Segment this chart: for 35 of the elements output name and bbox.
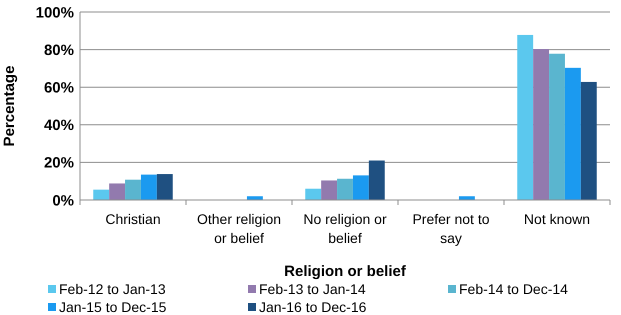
bar bbox=[564, 68, 581, 200]
bar bbox=[140, 174, 157, 200]
legend-label: Feb-12 to Jan-13 bbox=[59, 280, 166, 297]
y-tick-label: 60% bbox=[44, 79, 74, 96]
y-tick-label: 100% bbox=[36, 4, 74, 22]
legend-label: Jan-16 to Dec-16 bbox=[259, 298, 367, 315]
bar bbox=[246, 196, 263, 200]
bar bbox=[580, 82, 597, 200]
legend-label: Feb-14 to Dec-14 bbox=[459, 280, 568, 297]
bar bbox=[109, 183, 126, 200]
legend-label: Jan-15 to Dec-15 bbox=[59, 298, 167, 315]
y-tick-label: 80% bbox=[44, 42, 74, 59]
bar bbox=[368, 160, 385, 200]
bar bbox=[517, 34, 534, 200]
bar bbox=[352, 175, 369, 200]
bar bbox=[321, 180, 338, 200]
bar bbox=[93, 190, 110, 200]
y-axis-title: Percentage bbox=[1, 66, 18, 146]
legend-label: Feb-13 to Jan-14 bbox=[259, 280, 366, 297]
x-tick-label: Other religion or belief bbox=[196, 211, 282, 246]
bar bbox=[125, 180, 141, 200]
x-tick-label: No religion or belief bbox=[303, 211, 387, 246]
x-axis-title: Religion or belief bbox=[284, 263, 407, 280]
y-tick-label: 0% bbox=[52, 192, 74, 210]
bar bbox=[533, 49, 550, 200]
bar bbox=[458, 196, 475, 200]
x-tick-label: Prefer not to say bbox=[412, 211, 490, 246]
y-tick-label: 20% bbox=[44, 154, 74, 172]
y-tick-label: 40% bbox=[44, 117, 74, 134]
bar bbox=[337, 178, 353, 200]
bar bbox=[549, 54, 565, 200]
x-tick-label: Not known bbox=[524, 211, 590, 227]
x-tick-label: Christian bbox=[105, 211, 161, 227]
bar bbox=[305, 188, 322, 200]
bar bbox=[156, 174, 173, 200]
